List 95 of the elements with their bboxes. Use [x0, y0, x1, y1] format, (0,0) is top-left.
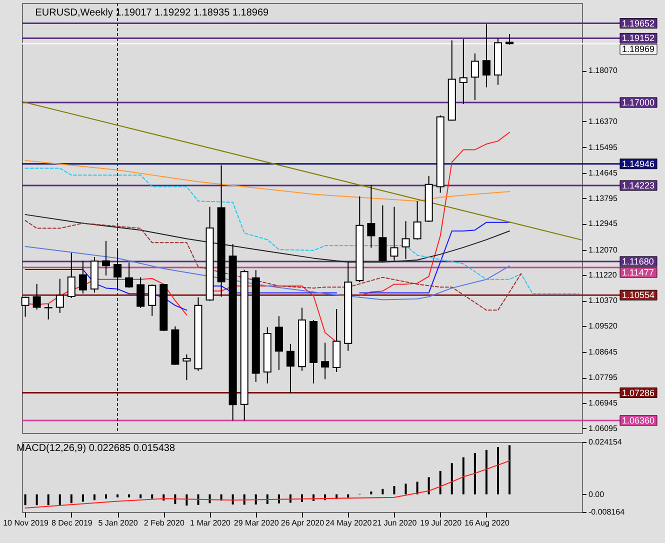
x-tick-label: 2 Feb 2020 — [144, 518, 185, 528]
ref-line-label: 1.06360 — [622, 415, 655, 426]
x-tick-label: 16 Aug 2020 — [464, 518, 510, 528]
x-tick-label: 21 Jun 2020 — [372, 518, 418, 528]
y-tick-label: 1.12945 — [588, 219, 618, 228]
bar — [116, 494, 119, 498]
candlestick — [390, 206, 398, 262]
bar — [128, 494, 130, 498]
ref-line-label: 1.07286 — [622, 388, 655, 398]
y-tick-label: 1.08645 — [588, 348, 618, 357]
bar — [508, 445, 511, 494]
x-tick-label: 8 Dec 2019 — [51, 518, 93, 528]
bar — [416, 482, 418, 494]
x-tick-label: 19 Jul 2020 — [420, 518, 462, 528]
candlestick — [482, 24, 490, 88]
bar — [47, 494, 50, 506]
candlestick — [182, 354, 191, 381]
ref-line-label: 1.11477 — [622, 267, 654, 278]
ref-line-label: 1.14223 — [622, 180, 655, 190]
y-tick-label: 1.13795 — [588, 194, 618, 203]
bar — [93, 494, 96, 500]
line-series — [24, 168, 580, 294]
bar — [439, 470, 442, 494]
candlestick — [102, 240, 110, 276]
candlestick — [44, 303, 52, 320]
candlestick — [274, 316, 283, 370]
candlestick — [32, 283, 41, 310]
chart-title: EURUSD,Weekly 1.19017 1.19292 1.18935 1.18969 — [35, 8, 269, 18]
candlestick — [78, 260, 87, 294]
x-tick-label: 1 Mar 2020 — [190, 518, 232, 528]
bar — [151, 494, 154, 499]
y-tick-label: 1.06945 — [588, 398, 618, 408]
ref-line-label: 1.17000 — [622, 98, 655, 108]
y-tick-label: 1.09520 — [588, 322, 618, 331]
bar — [393, 486, 396, 494]
candlestick — [114, 250, 122, 290]
candlestick — [321, 342, 330, 380]
candlestick — [125, 262, 134, 288]
bar — [347, 494, 350, 498]
ref-line-label: 1.14946 — [622, 158, 655, 169]
bar — [497, 447, 499, 494]
candlestick — [413, 200, 422, 240]
bar — [370, 492, 372, 494]
x-tick-label: 24 May 2020 — [325, 518, 372, 528]
y-tick-label: 1.06095 — [588, 424, 618, 433]
candlestick — [470, 53, 479, 101]
y-tick-label: 1.15495 — [588, 142, 618, 152]
y-tick-label: 0.00 — [588, 490, 605, 499]
bar — [462, 457, 464, 494]
candlestick — [378, 204, 387, 262]
bar — [382, 488, 384, 494]
candlestick — [506, 34, 514, 46]
ref-line-label: 1.19152 — [622, 33, 655, 44]
candlestick — [148, 284, 156, 316]
x-tick-label: 29 Mar 2020 — [234, 518, 280, 528]
line-series — [24, 246, 510, 300]
candlestick — [21, 296, 30, 318]
bar — [404, 484, 407, 494]
y-tick-label: 1.07795 — [588, 373, 618, 382]
bar — [82, 494, 84, 502]
line-series — [24, 160, 510, 202]
y-tick-label: 0.024154 — [588, 438, 622, 446]
bar — [485, 450, 488, 494]
x-tick-label: 5 Jan 2020 — [98, 518, 138, 528]
candlestick — [367, 184, 376, 248]
line-series — [24, 214, 510, 263]
bar — [70, 494, 72, 504]
y-tick-label: -0.008164 — [588, 508, 626, 516]
candlestick — [136, 276, 145, 308]
candlestick — [402, 220, 410, 260]
x-tick-label: 26 Apr 2020 — [280, 518, 325, 528]
bar — [105, 494, 107, 499]
bar — [140, 494, 142, 498]
bar — [450, 463, 453, 494]
bar — [428, 477, 430, 494]
bar — [58, 494, 61, 505]
ref-line-label: 1.19652 — [622, 18, 655, 28]
line-series — [24, 460, 510, 508]
chart-title: MACD(12,26,9) 0.022685 0.015438 — [16, 443, 176, 454]
y-tick-label: 1.18070 — [588, 66, 618, 76]
y-tick-label: 1.16370 — [588, 116, 618, 126]
candlestick — [286, 343, 294, 394]
ref-line-label: 1.18969 — [622, 44, 655, 54]
y-tick-label: 1.14645 — [588, 168, 618, 178]
candlestick — [56, 278, 64, 314]
bar — [474, 452, 476, 494]
bar — [36, 494, 38, 506]
candlestick — [67, 252, 76, 298]
y-tick-label: 1.11220 — [588, 270, 618, 280]
y-tick-label: 1.10370 — [588, 296, 618, 306]
x-tick-label: 10 Nov 2019 — [3, 518, 50, 528]
ref-line-label: 1.11680 — [622, 256, 654, 266]
ref-line-label: 1.10554 — [622, 290, 655, 300]
y-tick-label: 1.12070 — [588, 245, 618, 254]
bar — [24, 494, 26, 506]
